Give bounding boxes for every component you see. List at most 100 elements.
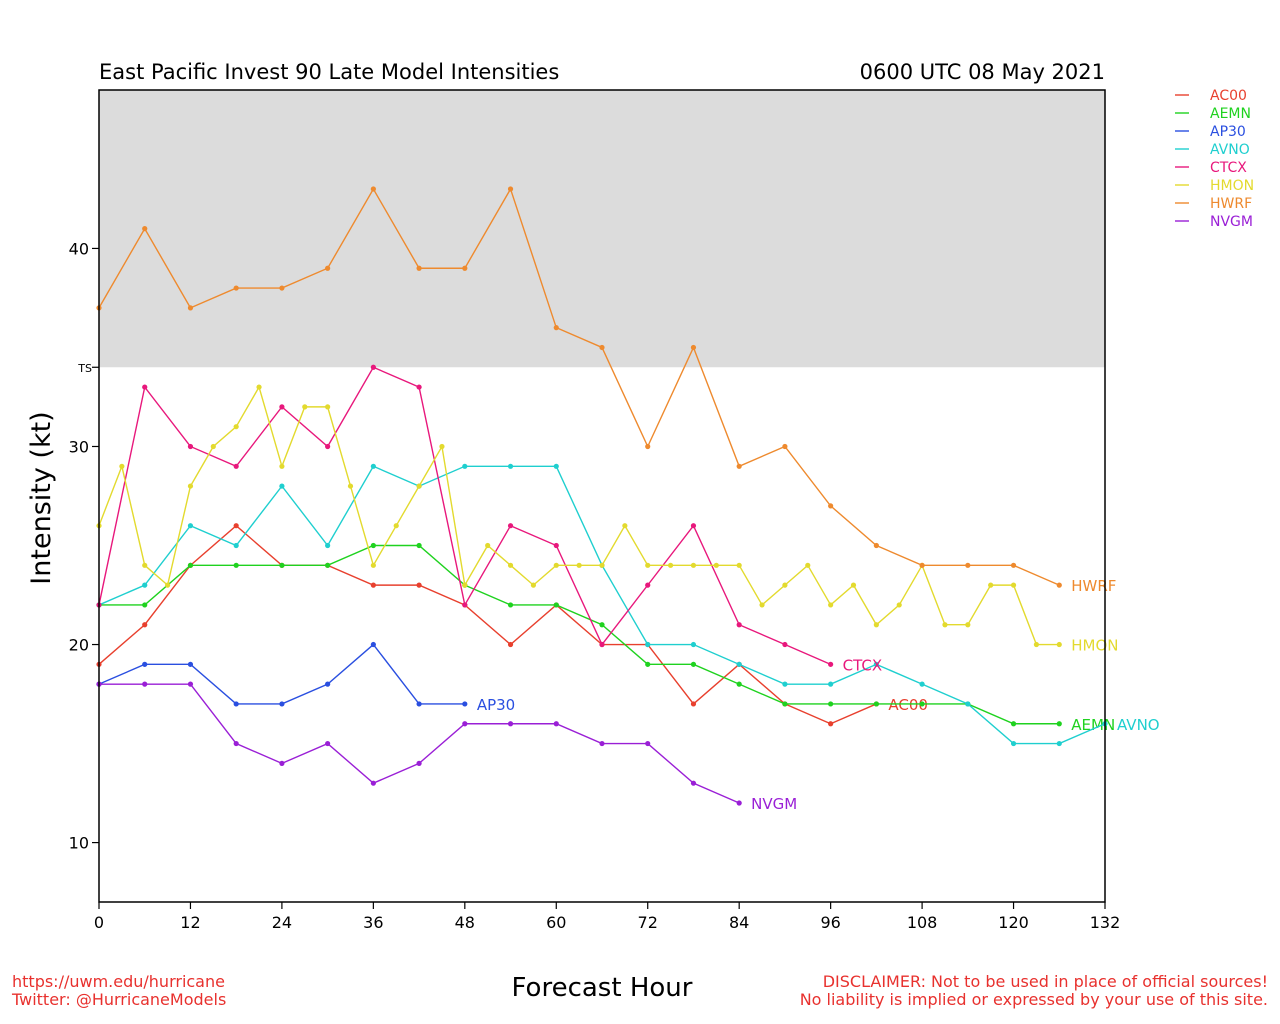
data-point — [279, 285, 285, 291]
data-point — [370, 186, 376, 192]
ts-threshold-label: TS — [77, 362, 92, 375]
data-point — [690, 661, 697, 667]
data-point — [256, 384, 262, 390]
data-point — [1033, 641, 1040, 648]
disclaimer-line-1: DISCLAIMER: Not to be used in place of o… — [822, 972, 1268, 991]
data-point — [873, 661, 879, 667]
data-point — [599, 622, 605, 628]
data-point — [142, 602, 148, 608]
data-point — [828, 721, 834, 727]
data-point — [416, 483, 422, 489]
series-ap30: AP30 — [96, 641, 515, 714]
x-tick-label: 108 — [907, 913, 938, 932]
legend-label: AC00 — [1210, 88, 1247, 104]
data-point — [828, 602, 834, 608]
data-point — [645, 562, 651, 568]
data-point — [828, 503, 834, 509]
footer-twitter[interactable]: Twitter: @HurricaneModels — [12, 990, 227, 1009]
x-tick-label: 0 — [94, 913, 104, 932]
data-point — [325, 443, 331, 450]
series-hwrf: HWRF — [96, 186, 1116, 595]
data-point — [462, 582, 468, 588]
data-point — [1056, 721, 1062, 727]
data-point — [142, 661, 148, 667]
data-point — [462, 602, 468, 608]
data-point — [828, 661, 834, 667]
series-nvgm: NVGM — [96, 681, 797, 813]
data-point — [416, 542, 422, 549]
data-point — [370, 582, 376, 588]
data-point — [553, 542, 559, 549]
data-point — [233, 285, 239, 291]
data-point — [279, 760, 285, 766]
plot-frame — [98, 89, 1106, 903]
data-point — [370, 641, 376, 648]
data-point — [965, 701, 971, 707]
data-point — [530, 582, 537, 588]
data-point — [965, 622, 971, 628]
footer-links: https://uwm.edu/hurricane Twitter: @Hurr… — [12, 973, 226, 1009]
data-point — [942, 622, 948, 628]
data-point — [736, 661, 742, 667]
data-point — [187, 483, 194, 489]
data-point — [805, 562, 811, 568]
data-point — [325, 542, 331, 549]
series-end-label: CTCX — [843, 656, 883, 674]
data-point — [507, 641, 514, 648]
data-point — [233, 523, 239, 529]
data-point — [873, 542, 879, 549]
data-point — [850, 582, 857, 588]
series-line — [98, 643, 465, 705]
series-end-label: AEMN — [1071, 716, 1115, 734]
series-end-label: AP30 — [477, 696, 515, 714]
data-point — [187, 305, 194, 311]
data-point — [370, 542, 376, 549]
data-point — [1010, 721, 1017, 727]
data-point — [187, 523, 194, 529]
data-point — [325, 681, 331, 687]
series-end-label: AVNO — [1117, 716, 1160, 734]
data-point — [279, 701, 285, 707]
data-point — [873, 622, 879, 628]
data-point — [164, 582, 171, 588]
data-point — [645, 740, 651, 747]
data-point — [279, 404, 285, 410]
data-point — [690, 523, 697, 529]
data-point — [553, 721, 559, 727]
data-point — [736, 463, 742, 469]
data-point — [187, 681, 194, 687]
disclaimer-line-2: No liability is implied or expressed by … — [799, 990, 1268, 1009]
data-point — [507, 463, 514, 469]
y-tick-label: 40 — [69, 239, 89, 258]
data-point — [782, 443, 788, 450]
data-point — [142, 681, 148, 687]
data-point — [462, 721, 468, 727]
data-point — [142, 622, 148, 628]
series-line — [98, 187, 1060, 586]
series-line — [98, 465, 1106, 745]
data-point — [965, 562, 971, 568]
data-point — [782, 641, 788, 648]
footer-url[interactable]: https://uwm.edu/hurricane — [12, 972, 225, 991]
data-point — [279, 562, 285, 568]
series-hmon: HMON — [96, 384, 1119, 655]
data-point — [233, 562, 239, 568]
x-axis-label: Forecast Hour — [512, 973, 693, 1003]
data-point — [119, 463, 125, 469]
x-tick-label: 72 — [638, 913, 658, 932]
x-tick-label: 12 — [180, 913, 200, 932]
data-point — [736, 800, 742, 806]
data-point — [233, 740, 239, 747]
footer-disclaimer: DISCLAIMER: Not to be used in place of o… — [800, 973, 1268, 1009]
series-ctcx: CTCX — [96, 364, 883, 674]
data-point — [1010, 582, 1017, 588]
tropical-storm-zone — [99, 90, 1105, 368]
data-point — [599, 641, 605, 648]
data-point — [599, 562, 605, 568]
data-point — [416, 265, 422, 271]
data-point — [896, 602, 902, 608]
data-point — [553, 325, 559, 331]
data-point — [690, 701, 697, 707]
data-point — [1056, 582, 1062, 588]
